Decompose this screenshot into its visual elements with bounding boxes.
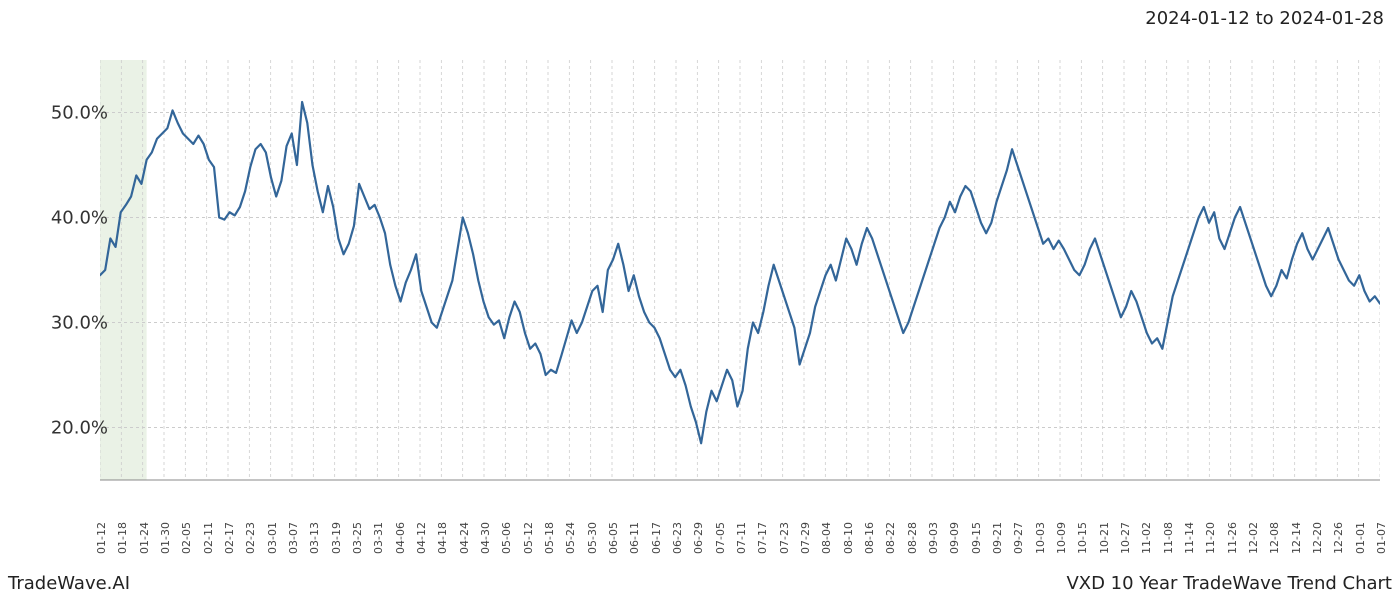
x-tick-label: 10-21 — [1098, 522, 1111, 554]
x-tick-label: 08-28 — [906, 522, 919, 554]
x-tick-label: 09-09 — [948, 522, 961, 554]
x-tick-label: 06-05 — [607, 522, 620, 554]
x-tick-label: 03-13 — [308, 522, 321, 554]
x-tick-label: 05-24 — [564, 522, 577, 554]
x-tick-label: 05-06 — [500, 522, 513, 554]
x-tick-label: 11-20 — [1204, 522, 1217, 554]
x-tick-label: 02-11 — [202, 522, 215, 554]
x-tick-label: 06-11 — [628, 522, 641, 554]
x-tick-label: 02-23 — [244, 522, 257, 554]
x-tick-label: 11-02 — [1140, 522, 1153, 554]
x-tick-label: 11-26 — [1226, 522, 1239, 554]
x-tick-label: 01-18 — [116, 522, 129, 554]
x-tick-label: 11-08 — [1162, 522, 1175, 554]
x-tick-label: 12-02 — [1247, 522, 1260, 554]
footer-chart-title: VXD 10 Year TradeWave Trend Chart — [1066, 573, 1392, 594]
x-tick-label: 04-12 — [415, 522, 428, 554]
x-tick-label: 09-03 — [927, 522, 940, 554]
x-tick-label: 05-30 — [586, 522, 599, 554]
x-tick-label: 06-23 — [671, 522, 684, 554]
x-tick-label: 12-08 — [1268, 522, 1281, 554]
x-tick-label: 12-14 — [1290, 522, 1303, 554]
x-tick-label: 10-09 — [1055, 522, 1068, 554]
x-tick-label: 07-05 — [714, 522, 727, 554]
trend-chart — [100, 50, 1380, 490]
x-tick-label: 01-07 — [1375, 522, 1388, 554]
x-tick-label: 07-23 — [778, 522, 791, 554]
x-tick-label: 08-10 — [842, 522, 855, 554]
x-tick-label: 02-17 — [223, 522, 236, 554]
x-tick-label: 10-15 — [1076, 522, 1089, 554]
x-tick-label: 11-14 — [1183, 522, 1196, 554]
x-tick-label: 01-01 — [1354, 522, 1367, 554]
x-tick-label: 03-19 — [330, 522, 343, 554]
x-tick-label: 01-12 — [95, 522, 108, 554]
x-tick-label: 06-29 — [692, 522, 705, 554]
x-tick-label: 10-27 — [1119, 522, 1132, 554]
y-tick-label: 50.0% — [51, 102, 108, 123]
x-tick-label: 08-04 — [820, 522, 833, 554]
x-tick-label: 09-15 — [970, 522, 983, 554]
x-tick-label: 05-12 — [522, 522, 535, 554]
x-tick-label: 09-21 — [991, 522, 1004, 554]
x-tick-label: 01-30 — [159, 522, 172, 554]
x-tick-label: 03-25 — [351, 522, 364, 554]
x-tick-label: 07-29 — [799, 522, 812, 554]
x-tick-label: 03-07 — [287, 522, 300, 554]
x-tick-label: 04-18 — [436, 522, 449, 554]
y-tick-label: 20.0% — [51, 417, 108, 438]
x-tick-label: 07-11 — [735, 522, 748, 554]
y-tick-label: 30.0% — [51, 312, 108, 333]
y-tick-label: 40.0% — [51, 207, 108, 228]
x-tick-label: 07-17 — [756, 522, 769, 554]
footer-brand: TradeWave.AI — [8, 573, 130, 594]
x-tick-label: 01-24 — [138, 522, 151, 554]
x-tick-label: 04-24 — [458, 522, 471, 554]
date-range-label: 2024-01-12 to 2024-01-28 — [1145, 8, 1384, 29]
x-tick-label: 10-03 — [1034, 522, 1047, 554]
x-tick-label: 05-18 — [543, 522, 556, 554]
x-tick-label: 03-31 — [372, 522, 385, 554]
x-tick-label: 02-05 — [180, 522, 193, 554]
x-tick-label: 06-17 — [650, 522, 663, 554]
x-tick-label: 08-22 — [884, 522, 897, 554]
x-tick-label: 04-06 — [394, 522, 407, 554]
x-tick-label: 12-20 — [1311, 522, 1324, 554]
x-tick-label: 03-01 — [266, 522, 279, 554]
x-tick-label: 09-27 — [1012, 522, 1025, 554]
x-tick-label: 04-30 — [479, 522, 492, 554]
x-tick-label: 12-26 — [1332, 522, 1345, 554]
x-tick-label: 08-16 — [863, 522, 876, 554]
